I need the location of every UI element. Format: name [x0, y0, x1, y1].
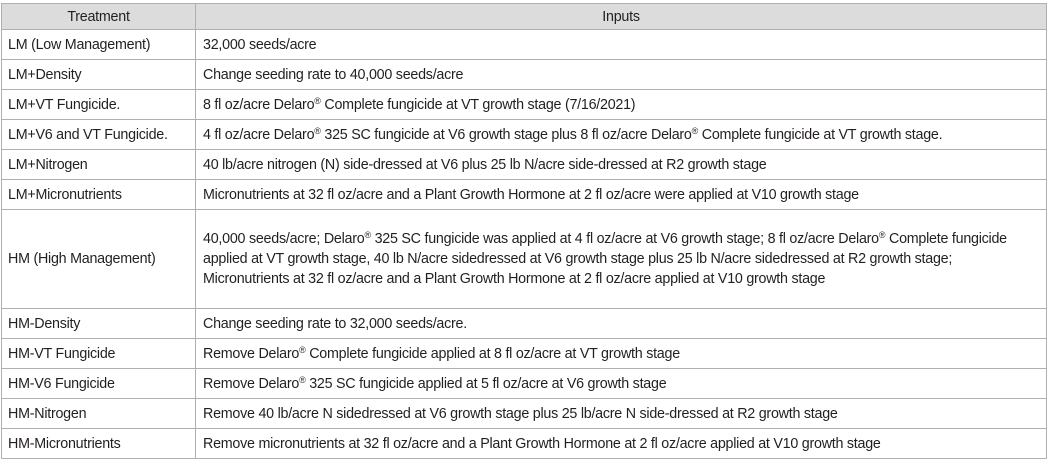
registered-trademark-mark: ®: [299, 374, 306, 385]
registered-trademark-mark: ®: [691, 125, 699, 136]
inputs-cell: 32,000 seeds/acre: [195, 29, 1047, 60]
treatment-cell: HM-V6 Fungicide: [1, 368, 196, 399]
treatment-cell: HM-VT Fungicide: [1, 338, 196, 369]
inputs-cell: 40,000 seeds/acre; Delaro® 325 SC fungic…: [195, 209, 1047, 309]
treatments-inputs-table: Treatment Inputs LM (Low Management) 32,…: [1, 3, 1047, 459]
registered-trademark-mark: ®: [314, 95, 321, 106]
treatment-cell: HM-Nitrogen: [1, 398, 196, 429]
treatment-cell: LM+Density: [1, 59, 196, 90]
table-row: LM+Density Change seeding rate to 40,000…: [1, 59, 1047, 90]
table-row: HM-Density Change seeding rate to 32,000…: [1, 308, 1047, 339]
table-row: LM+Nitrogen 40 lb/acre nitrogen (N) side…: [1, 149, 1047, 180]
treatment-cell: LM+Nitrogen: [1, 149, 196, 180]
treatment-cell: LM+VT Fungicide.: [1, 89, 196, 120]
inputs-cell: Change seeding rate to 40,000 seeds/acre: [195, 59, 1047, 90]
treatment-cell: HM (High Management): [1, 209, 196, 309]
table-row: HM-Nitrogen Remove 40 lb/acre N sidedres…: [1, 398, 1047, 429]
table-row: HM-VT Fungicide Remove Delaro® Complete …: [1, 338, 1047, 369]
inputs-cell: 40 lb/acre nitrogen (N) side-dressed at …: [195, 149, 1047, 180]
inputs-cell: Change seeding rate to 32,000 seeds/acre…: [195, 308, 1047, 339]
table-header: Treatment Inputs: [1, 3, 1047, 30]
treatment-cell: LM (Low Management): [1, 29, 196, 60]
treatment-cell: LM+Micronutrients: [1, 179, 196, 210]
inputs-cell: Remove Delaro® 325 SC fungicide applied …: [195, 368, 1047, 399]
inputs-cell: Micronutrients at 32 fl oz/acre and a Pl…: [195, 179, 1047, 210]
inputs-cell: Remove micronutrients at 32 fl oz/acre a…: [195, 428, 1047, 459]
table-row: LM+VT Fungicide. 8 fl oz/acre Delaro® Co…: [1, 89, 1047, 120]
registered-trademark-mark: ®: [878, 229, 886, 240]
table-row: HM-V6 Fungicide Remove Delaro® 325 SC fu…: [1, 368, 1047, 399]
treatment-cell: HM-Micronutrients: [1, 428, 196, 459]
table-body: LM (Low Management) 32,000 seeds/acre LM…: [1, 29, 1047, 459]
inputs-cell: 4 fl oz/acre Delaro® 325 SC fungicide at…: [195, 119, 1047, 150]
inputs-cell: 8 fl oz/acre Delaro® Complete fungicide …: [195, 89, 1047, 120]
registered-trademark-mark: ®: [314, 125, 321, 136]
treatment-cell: LM+V6 and VT Fungicide.: [1, 119, 196, 150]
header-row: Treatment Inputs: [1, 3, 1047, 30]
treatment-cell: HM-Density: [1, 308, 196, 339]
column-header-inputs: Inputs: [195, 3, 1047, 30]
registered-trademark-mark: ®: [299, 344, 306, 355]
table-row: HM-Micronutrients Remove micronutrients …: [1, 428, 1047, 459]
table-row: LM+Micronutrients Micronutrients at 32 f…: [1, 179, 1047, 210]
inputs-cell: Remove Delaro® Complete fungicide applie…: [195, 338, 1047, 369]
column-header-treatment: Treatment: [1, 3, 196, 30]
table-row: HM (High Management) 40,000 seeds/acre; …: [1, 209, 1047, 309]
table-row: LM (Low Management) 32,000 seeds/acre: [1, 29, 1047, 60]
registered-trademark-mark: ®: [364, 229, 371, 240]
table-row: LM+V6 and VT Fungicide. 4 fl oz/acre Del…: [1, 119, 1047, 150]
inputs-cell: Remove 40 lb/acre N sidedressed at V6 gr…: [195, 398, 1047, 429]
